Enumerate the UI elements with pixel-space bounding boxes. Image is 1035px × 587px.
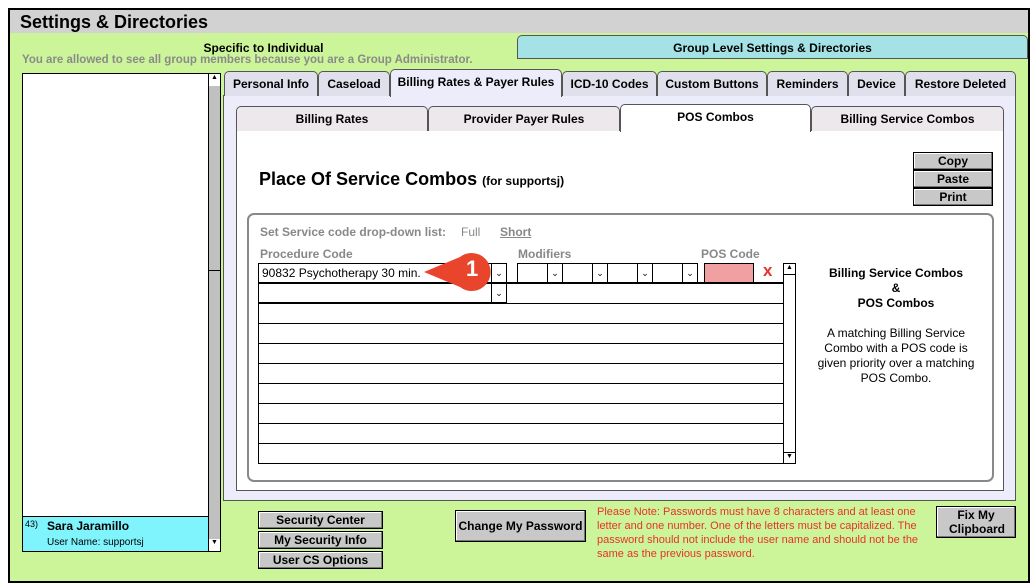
step-callout-number: 1 bbox=[466, 256, 479, 281]
combos-box bbox=[247, 213, 994, 482]
section-title-text: Place Of Service Combos bbox=[259, 169, 478, 189]
tab-reminders[interactable]: Reminders bbox=[767, 71, 848, 96]
scroll-down-icon[interactable]: ▼ bbox=[784, 452, 795, 463]
tab-billing-rates-payer-rules[interactable]: Billing Rates & Payer Rules bbox=[390, 69, 562, 97]
step-callout-1 bbox=[424, 253, 491, 291]
procedure-code-header: Procedure Code bbox=[260, 247, 353, 261]
chevron-down-icon[interactable]: ⌄ bbox=[682, 264, 697, 282]
full-link[interactable]: Full bbox=[461, 225, 481, 239]
modifier-3-select[interactable]: ⌄ bbox=[607, 263, 653, 283]
member-list[interactable]: ▲ ▼ 43) Sara Jaramillo User Name: suppor… bbox=[22, 73, 221, 552]
modifiers-header: Modifiers bbox=[518, 247, 572, 261]
subtab-billing-service-combos[interactable]: Billing Service Combos bbox=[811, 106, 1004, 131]
tab-icd10-codes[interactable]: ICD-10 Codes bbox=[562, 71, 657, 96]
tab-custom-buttons[interactable]: Custom Buttons bbox=[657, 71, 767, 96]
fix-clipboard-button[interactable]: Fix My Clipboard bbox=[936, 506, 1016, 538]
dropdown-list-label: Set Service code drop-down list: bbox=[260, 225, 447, 239]
security-center-button[interactable]: Security Center bbox=[258, 511, 383, 529]
member-username: User Name: supportsj bbox=[47, 537, 144, 548]
combos-grid bbox=[258, 263, 796, 464]
tab-device[interactable]: Device bbox=[848, 71, 905, 96]
pos-code-input[interactable] bbox=[704, 263, 754, 283]
tab-personal-info[interactable]: Personal Info bbox=[224, 71, 318, 96]
chevron-down-icon[interactable]: ⌄ bbox=[547, 264, 562, 282]
subtab-provider-payer-rules[interactable]: Provider Payer Rules bbox=[428, 106, 620, 131]
admin-notice: You are allowed to see all group members… bbox=[22, 54, 473, 66]
subtab-pos-combos[interactable]: POS Combos bbox=[620, 104, 811, 132]
member-index: 43) bbox=[25, 519, 39, 529]
chevron-down-icon[interactable]: ⌄ bbox=[491, 264, 506, 282]
delete-row-icon[interactable]: x bbox=[763, 261, 773, 280]
procedure-code-value: 90832 Psychotherapy 30 min. bbox=[262, 266, 421, 280]
chevron-down-icon[interactable]: ⌄ bbox=[491, 284, 506, 302]
chevron-down-icon[interactable]: ⌄ bbox=[592, 264, 607, 282]
scroll-up-icon[interactable]: ▲ bbox=[784, 264, 795, 275]
print-button[interactable]: Print bbox=[913, 188, 993, 206]
change-password-button[interactable]: Change My Password bbox=[455, 510, 586, 542]
grid-scrollbar[interactable]: ▲ ▼ bbox=[783, 263, 796, 464]
modifier-4-select[interactable]: ⌄ bbox=[652, 263, 698, 283]
chevron-down-icon[interactable]: ⌄ bbox=[637, 264, 652, 282]
window-title: Settings & Directories bbox=[10, 10, 1028, 33]
copy-button[interactable]: Copy bbox=[913, 152, 993, 170]
tab-restore-deleted[interactable]: Restore Deleted bbox=[905, 71, 1016, 96]
short-link[interactable]: Short bbox=[500, 225, 532, 239]
pos-code-header: POS Code bbox=[701, 247, 760, 261]
info-heading-2: POS Combos bbox=[857, 296, 935, 310]
scroll-thumb[interactable] bbox=[209, 86, 220, 271]
user-cs-options-button[interactable]: User CS Options bbox=[258, 551, 383, 569]
member-name: Sara Jaramillo bbox=[47, 519, 130, 533]
tab-caseload[interactable]: Caseload bbox=[318, 71, 390, 96]
tab-specific-to-individual[interactable]: Specific to Individual bbox=[10, 33, 517, 57]
scroll-up-icon[interactable]: ▲ bbox=[209, 74, 220, 86]
tab-group-level-settings[interactable]: Group Level Settings & Directories bbox=[517, 35, 1028, 59]
my-security-info-button[interactable]: My Security Info bbox=[258, 531, 383, 549]
procedure-code-select-new[interactable]: ⌄ bbox=[258, 283, 507, 303]
modifier-2-select[interactable]: ⌄ bbox=[562, 263, 608, 283]
password-note: Please Note: Passwords must have 8 chara… bbox=[597, 506, 919, 560]
section-title: Place Of Service Combos (for supportsj) bbox=[259, 169, 564, 190]
info-heading-1: Billing Service Combos bbox=[828, 266, 964, 280]
subtab-billing-rates[interactable]: Billing Rates bbox=[236, 106, 428, 131]
info-ampersand: & bbox=[891, 281, 901, 295]
member-list-scrollbar[interactable]: ▲ ▼ bbox=[208, 74, 220, 551]
section-subtitle: (for supportsj) bbox=[482, 174, 565, 188]
paste-button[interactable]: Paste bbox=[913, 170, 993, 188]
member-item[interactable]: 43) Sara Jaramillo User Name: supportsj bbox=[23, 516, 208, 551]
scroll-down-icon[interactable]: ▼ bbox=[209, 539, 220, 551]
modifier-1-select[interactable]: ⌄ bbox=[517, 263, 563, 283]
info-body: A matching Billing Service Combo with a … bbox=[817, 326, 975, 385]
info-panel: Billing Service Combos & POS Combos A ma… bbox=[806, 266, 986, 386]
